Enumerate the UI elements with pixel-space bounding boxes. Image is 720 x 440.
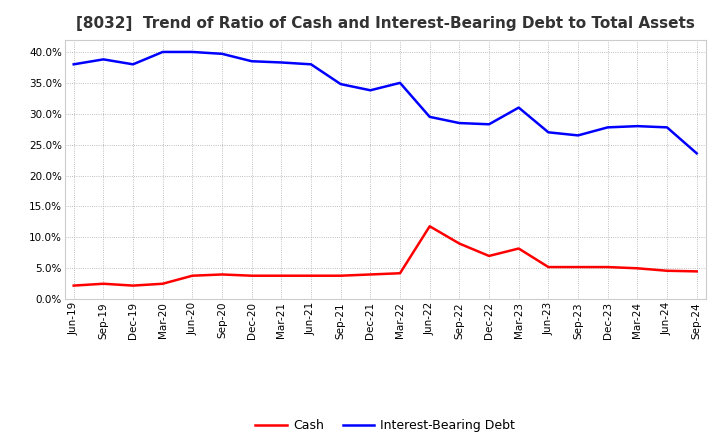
Cash <box>662 268 671 273</box>
Interest-Bearing Debt <box>544 130 553 135</box>
Cash <box>693 269 701 274</box>
Interest-Bearing Debt <box>603 125 612 130</box>
Cash <box>69 283 78 288</box>
Interest-Bearing Debt <box>277 60 286 65</box>
Interest-Bearing Debt <box>188 49 197 55</box>
Interest-Bearing Debt <box>455 121 464 126</box>
Interest-Bearing Debt <box>336 81 345 87</box>
Cash <box>396 271 405 276</box>
Cash <box>633 266 642 271</box>
Cash <box>336 273 345 279</box>
Cash <box>307 273 315 279</box>
Interest-Bearing Debt <box>99 57 108 62</box>
Interest-Bearing Debt <box>693 150 701 156</box>
Legend: Cash, Interest-Bearing Debt: Cash, Interest-Bearing Debt <box>251 414 520 437</box>
Interest-Bearing Debt <box>574 133 582 138</box>
Interest-Bearing Debt <box>426 114 434 120</box>
Cash <box>485 253 493 259</box>
Interest-Bearing Debt <box>69 62 78 67</box>
Cash <box>188 273 197 279</box>
Line: Cash: Cash <box>73 226 697 286</box>
Cash <box>426 224 434 229</box>
Interest-Bearing Debt <box>307 62 315 67</box>
Cash <box>514 246 523 251</box>
Interest-Bearing Debt <box>633 124 642 129</box>
Cash <box>217 272 226 277</box>
Cash <box>574 264 582 270</box>
Title: [8032]  Trend of Ratio of Cash and Interest-Bearing Debt to Total Assets: [8032] Trend of Ratio of Cash and Intere… <box>76 16 695 32</box>
Cash <box>158 281 167 286</box>
Cash <box>248 273 256 279</box>
Interest-Bearing Debt <box>662 125 671 130</box>
Interest-Bearing Debt <box>158 49 167 55</box>
Interest-Bearing Debt <box>217 51 226 56</box>
Cash <box>603 264 612 270</box>
Interest-Bearing Debt <box>396 80 405 85</box>
Cash <box>99 281 108 286</box>
Interest-Bearing Debt <box>514 105 523 110</box>
Interest-Bearing Debt <box>248 59 256 64</box>
Line: Interest-Bearing Debt: Interest-Bearing Debt <box>73 52 697 153</box>
Cash <box>129 283 138 288</box>
Cash <box>366 272 374 277</box>
Cash <box>544 264 553 270</box>
Interest-Bearing Debt <box>485 121 493 127</box>
Cash <box>455 241 464 246</box>
Cash <box>277 273 286 279</box>
Interest-Bearing Debt <box>129 62 138 67</box>
Interest-Bearing Debt <box>366 88 374 93</box>
